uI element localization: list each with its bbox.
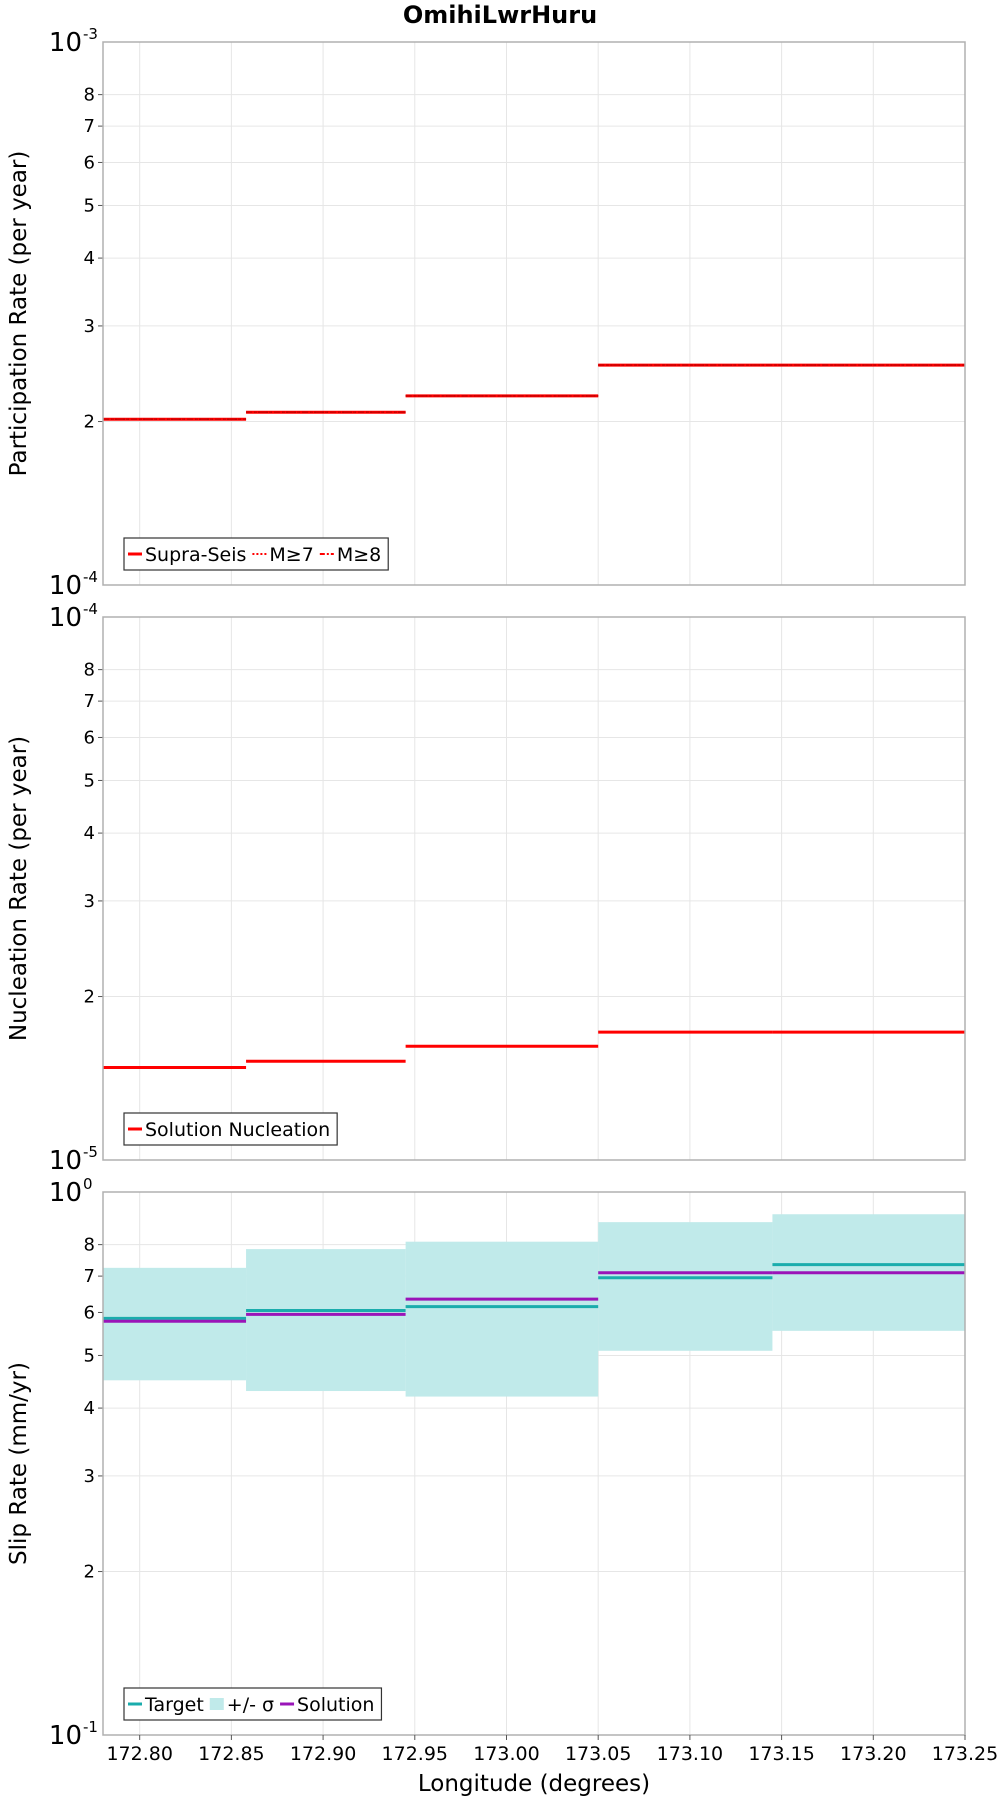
plot-frame — [102, 1191, 966, 1736]
y-major-tick-label: 10 — [49, 28, 82, 58]
y-tick-label: 3 — [84, 891, 95, 912]
y-tick-label: 4 — [84, 823, 95, 844]
y-tick-label: 2 — [84, 1562, 95, 1583]
plot-frame — [102, 616, 966, 1161]
y-major-tick-base: 10 — [49, 571, 82, 601]
x-tick-label: 172.85 — [198, 1743, 264, 1765]
legend: Target +/- σ Solution — [123, 1687, 383, 1721]
y-tick-label: 5 — [84, 770, 95, 791]
legend-label: +/- σ — [227, 1694, 274, 1716]
legend-box — [123, 1112, 338, 1146]
x-tick-label: 173.25 — [932, 1743, 998, 1765]
y-major-tick-exponent: -4 — [83, 568, 98, 586]
legend-box — [123, 537, 389, 571]
legend: Supra-Seis M≥7 M≥8 — [123, 537, 389, 571]
x-axis-title: Longitude (degrees) — [418, 1771, 650, 1797]
y-major-tick-label: 10 — [49, 1178, 82, 1208]
y-major-tick-base: 10 — [49, 28, 82, 58]
x-tick-label: 173.05 — [565, 1743, 631, 1765]
y-major-tick-base: 10 — [49, 1178, 82, 1208]
y-tick-label: 8 — [84, 660, 95, 681]
y-major-tick-exponent: -1 — [83, 1718, 98, 1736]
y-tick-label: 4 — [84, 248, 95, 269]
y-major-tick-label: 10 — [49, 603, 82, 633]
y-major-tick-label: 10 — [49, 571, 82, 601]
legend-swatch — [209, 1698, 224, 1710]
y-tick-label: 3 — [84, 316, 95, 337]
y-tick-label: 3 — [84, 1466, 95, 1487]
y-major-tick-exponent: -5 — [83, 1143, 98, 1161]
x-tick-label: 173.20 — [840, 1743, 906, 1765]
x-tick-label: 173.15 — [748, 1743, 814, 1765]
y-major-tick-base: 10 — [49, 1721, 82, 1751]
y-tick-label: 8 — [84, 1235, 95, 1256]
y-axis-title: Participation Rate (per year) — [6, 151, 32, 477]
x-tick-label: 172.95 — [382, 1743, 448, 1765]
y-tick-label: 8 — [84, 85, 95, 106]
x-tick-label: 172.80 — [106, 1743, 172, 1765]
y-major-tick-exponent: -3 — [83, 25, 98, 43]
x-tick-label: 172.90 — [290, 1743, 356, 1765]
x-tick-label: 173.00 — [473, 1743, 539, 1765]
y-major-tick-base: 10 — [49, 1146, 82, 1176]
legend: Solution Nucleation — [123, 1112, 338, 1146]
legend-label: M≥8 — [337, 544, 381, 566]
x-tick-label: 173.10 — [657, 1743, 723, 1765]
y-tick-label: 7 — [84, 116, 95, 137]
legend-box — [123, 1687, 383, 1721]
y-major-tick-label: 10 — [49, 1721, 82, 1751]
legend-label: Solution Nucleation — [145, 1119, 330, 1141]
y-axis-title: Nucleation Rate (per year) — [6, 736, 32, 1041]
sigma-band-segment — [246, 1249, 406, 1392]
y-major-tick-exponent: -4 — [83, 600, 98, 618]
sigma-band-segment — [405, 1241, 599, 1397]
chart-title: OmihiLwrHuru — [403, 1, 597, 29]
legend-label: Target — [144, 1694, 204, 1716]
legend-label: Solution — [297, 1694, 374, 1716]
y-major-tick-label: 10 — [49, 1146, 82, 1176]
y-tick-label: 6 — [84, 1302, 95, 1323]
y-axis-title: Slip Rate (mm/yr) — [6, 1362, 32, 1565]
y-tick-label: 6 — [84, 727, 95, 748]
sigma-band-segment — [598, 1222, 773, 1351]
y-tick-label: 6 — [84, 152, 95, 173]
y-major-tick-exponent: 0 — [83, 1175, 93, 1193]
legend-label: Supra-Seis — [145, 544, 246, 566]
y-tick-label: 2 — [84, 987, 95, 1008]
y-tick-label: 5 — [84, 1345, 95, 1366]
y-tick-label: 4 — [84, 1398, 95, 1419]
sigma-band-segment — [103, 1267, 247, 1381]
y-tick-label: 7 — [84, 1266, 95, 1287]
y-tick-label: 7 — [84, 691, 95, 712]
y-tick-label: 5 — [84, 195, 95, 216]
y-tick-label: 2 — [84, 412, 95, 433]
y-major-tick-base: 10 — [49, 603, 82, 633]
plot-frame — [102, 41, 966, 586]
legend-label: M≥7 — [269, 544, 313, 566]
